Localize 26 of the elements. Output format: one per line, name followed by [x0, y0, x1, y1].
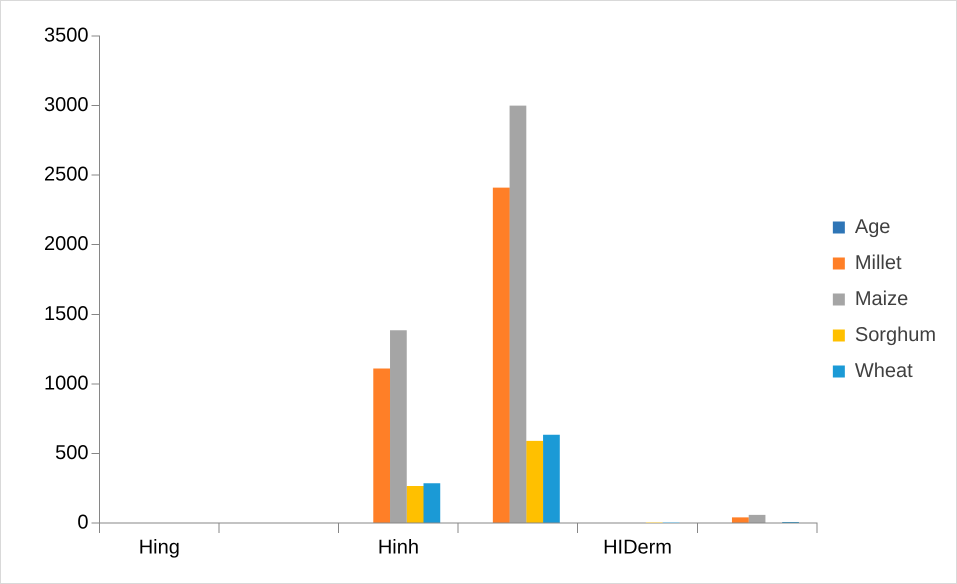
bar [510, 106, 526, 522]
x-tick-label: Hinh [378, 536, 419, 559]
legend-label: Age [854, 216, 890, 238]
y-tick-label: 3000 [44, 94, 88, 116]
y-tick-label: 2500 [44, 164, 88, 186]
y-tick-label: 2000 [44, 233, 88, 256]
bar [492, 188, 510, 522]
bar [390, 330, 407, 522]
y-tick-label: 1500 [44, 302, 88, 325]
legend-label: Millet [854, 252, 902, 274]
legend-label: Wheat [854, 360, 914, 382]
legend-label: Maize [854, 288, 908, 310]
bar [373, 368, 390, 522]
bar [406, 486, 424, 522]
legend-label: Sorghum [854, 324, 936, 346]
y-tick-label: 0 [77, 512, 88, 534]
bar [526, 440, 544, 522]
bar [424, 483, 440, 522]
y-tick-label: 1000 [44, 372, 88, 394]
x-tick-label: Hing [138, 536, 180, 559]
bar [732, 517, 749, 522]
x-tick-label: HIDerm [603, 536, 672, 559]
bar [748, 514, 766, 522]
y-tick-label: 3500 [44, 24, 88, 47]
y-tick-label: 500 [55, 442, 88, 464]
bar [543, 434, 560, 522]
